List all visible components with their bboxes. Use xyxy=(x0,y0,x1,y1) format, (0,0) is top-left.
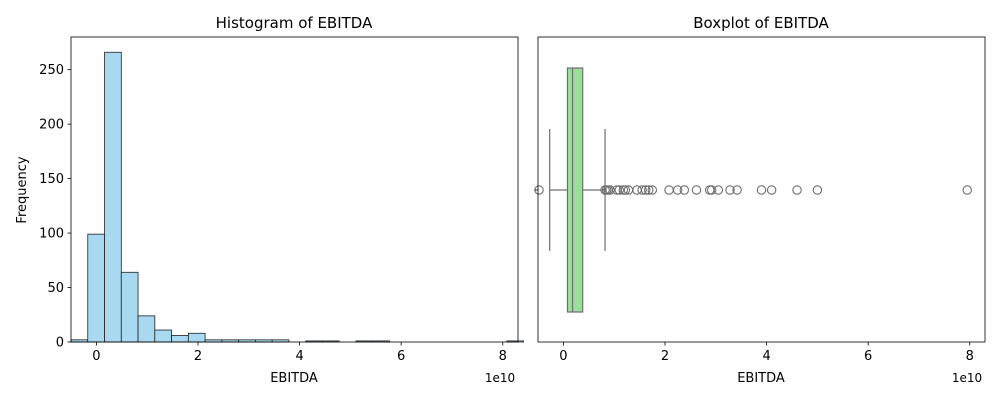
histogram-y-ticks: 0 50 100 150 200 250 xyxy=(39,63,71,351)
boxplot-outlier-point xyxy=(725,185,735,195)
boxplot-x-tick-label: 2 xyxy=(661,349,669,364)
histogram-y-tick-label: 0 xyxy=(56,336,64,351)
boxplot-outlier-point xyxy=(640,185,651,195)
boxplot-outlier-point xyxy=(647,185,658,195)
boxplot-outlier-point xyxy=(664,185,674,195)
boxplot-outlier-point xyxy=(632,185,642,195)
boxplot-outlier-point xyxy=(756,185,767,195)
boxplot-outlier-point xyxy=(614,185,625,195)
histogram-bar xyxy=(120,271,139,343)
boxplot-x-tick-label: 0 xyxy=(559,349,567,364)
histogram-y-axis-label: Frequency xyxy=(15,156,30,223)
histogram-x-scale-label: 1e10 xyxy=(485,371,515,385)
boxplot-outlier-point xyxy=(620,185,631,195)
histogram-bar xyxy=(187,332,206,343)
boxplot-outlier-point xyxy=(962,185,972,195)
boxplot-outlier-point xyxy=(679,185,690,195)
boxplot-outlier-point xyxy=(812,185,823,195)
boxplot-x-tick-label: 4 xyxy=(762,349,770,364)
boxplot-outlier-point xyxy=(766,185,777,195)
histogram-panel: Histogram of EBITDA 0 2 4 6 8 0 50 100 150 200 25… xyxy=(15,14,524,386)
boxplot-x-tick-label: 6 xyxy=(864,349,872,364)
histogram-x-tick-label: 8 xyxy=(499,349,507,364)
boxplot-outlier-point xyxy=(672,185,683,195)
histogram-x-tick-label: 2 xyxy=(194,349,202,364)
histogram-y-tick-label: 150 xyxy=(39,172,64,187)
histogram-y-tick-label: 50 xyxy=(47,281,64,296)
histogram-bar xyxy=(87,233,105,343)
boxplot-outlier-point xyxy=(792,185,802,195)
boxplot-x-scale-label: 1e10 xyxy=(952,371,982,385)
histogram-y-tick-label: 100 xyxy=(39,227,64,242)
boxplot-plot-frame xyxy=(537,36,986,343)
boxplot-outlier-point xyxy=(706,185,717,195)
boxplot-outlier-point xyxy=(691,185,702,195)
histogram-x-ticks: 0 2 4 6 8 xyxy=(92,342,507,364)
histogram-bar xyxy=(137,315,156,343)
histogram-y-tick-label: 250 xyxy=(39,63,64,78)
boxplot-marks xyxy=(534,67,972,313)
histogram-x-tick-label: 6 xyxy=(397,349,405,364)
boxplot-title: Boxplot of EBITDA xyxy=(693,14,829,32)
boxplot-outlier-point xyxy=(637,185,647,195)
boxplot-outlier-point xyxy=(732,185,742,195)
histogram-bar xyxy=(171,335,189,343)
histogram-y-tick-label: 200 xyxy=(39,118,64,133)
boxplot-outlier-point xyxy=(713,185,724,195)
boxplot-x-tick-label: 8 xyxy=(966,349,974,364)
boxplot-outlier-point xyxy=(605,185,615,195)
histogram-bars xyxy=(70,51,524,343)
histogram-x-tick-label: 4 xyxy=(295,349,303,364)
boxplot-panel: Boxplot of EBITDA 0 2 4 6 8 EBITDA 1e10 xyxy=(534,14,986,386)
histogram-bar xyxy=(104,51,122,343)
histogram-title: Histogram of EBITDA xyxy=(216,14,373,32)
boxplot-x-ticks: 0 2 4 6 8 xyxy=(559,342,974,364)
histogram-plot-frame xyxy=(70,36,519,343)
boxplot-outlier-point xyxy=(704,185,715,195)
boxplot-box xyxy=(566,67,584,313)
boxplot-outlier-point xyxy=(643,185,654,195)
histogram-x-tick-label: 0 xyxy=(92,349,100,364)
histogram-bar xyxy=(154,329,172,343)
boxplot-x-axis-label: EBITDA xyxy=(737,371,785,386)
histogram-x-axis-label: EBITDA xyxy=(270,371,318,386)
